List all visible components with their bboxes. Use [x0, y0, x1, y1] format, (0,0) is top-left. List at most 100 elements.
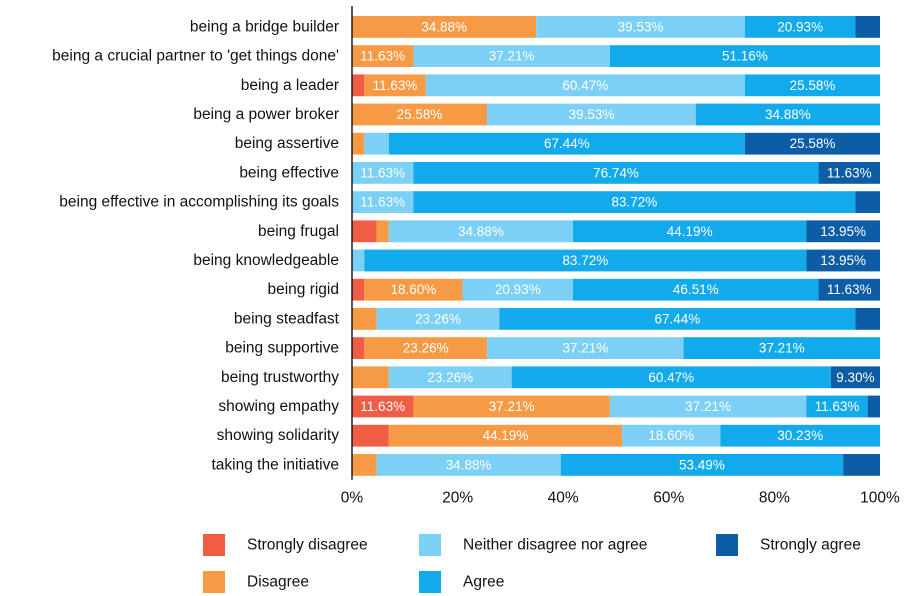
category-label: showing empathy — [218, 398, 339, 415]
category-label: being supportive — [225, 340, 339, 357]
data-label: 37.21% — [685, 399, 731, 414]
data-label: 23.26% — [403, 341, 449, 356]
legend-item: Disagree — [203, 571, 309, 593]
data-label: 37.21% — [562, 341, 608, 356]
bar-segment-strongly-agree — [855, 16, 880, 38]
bar-segment-neither-disagree-nor-agree — [622, 424, 721, 447]
legend-swatch — [419, 571, 441, 593]
category-label: being knowledgeable — [193, 252, 339, 269]
bar-segment-strongly-disagree — [352, 395, 414, 418]
data-label: 11.63% — [360, 165, 405, 180]
x-axis-ticks: 0% 20% 40% 60% 80% 100% — [341, 490, 900, 507]
data-label: 44.19% — [483, 428, 529, 443]
data-label: 11.63% — [827, 282, 872, 297]
category-label: taking the initiative — [211, 456, 339, 473]
legend-item: Neither disagree nor agree — [419, 534, 647, 556]
bar-segment-strongly-agree — [830, 366, 880, 389]
data-label: 25.58% — [790, 78, 836, 93]
bar-segment-strongly-agree — [867, 395, 880, 418]
bar-segment-disagree — [388, 424, 623, 447]
data-label: 67.44% — [655, 311, 701, 326]
legend-label: Agree — [463, 574, 504, 591]
bar-segment-agree — [744, 74, 880, 97]
data-label: 20.93% — [495, 282, 541, 297]
bar-segment-agree — [413, 191, 856, 213]
bar-segment-strongly-disagree — [352, 220, 377, 243]
x-tick-label: 0% — [341, 490, 364, 507]
bar-segment-agree — [695, 103, 880, 126]
bar-segment-agree — [720, 424, 880, 447]
bar-segment-agree — [573, 220, 807, 243]
bar-segment-agree — [413, 162, 819, 184]
data-label: 37.21% — [759, 341, 805, 356]
category-label: being effective in accomplishing its goa… — [59, 194, 339, 211]
legend-swatch — [203, 534, 225, 556]
category-label: being effective — [239, 164, 339, 181]
bar-segment-neither-disagree-nor-agree — [352, 162, 414, 184]
data-label: 13.95% — [820, 253, 866, 268]
legend-label: Disagree — [247, 574, 309, 591]
bar-segment-neither-disagree-nor-agree — [364, 132, 389, 155]
legend-label: Neither disagree nor agree — [463, 537, 647, 554]
legend-label: Strongly disagree — [247, 537, 368, 554]
bar-segment-neither-disagree-nor-agree — [388, 366, 512, 389]
x-tick-label: 100% — [860, 490, 900, 507]
category-label: being a crucial partner to 'get things d… — [52, 48, 339, 65]
x-tick-label: 20% — [442, 490, 473, 507]
data-label: 25.58% — [790, 136, 836, 151]
data-label: 11.63% — [815, 399, 860, 414]
data-label: 39.53% — [618, 19, 664, 34]
bar-segment-strongly-disagree — [352, 424, 389, 447]
bar-segment-disagree — [352, 16, 537, 38]
bar-segment-strongly-agree — [806, 249, 880, 272]
x-tick-label: 60% — [653, 490, 684, 507]
x-tick-label: 40% — [548, 490, 579, 507]
category-label: being rigid — [267, 281, 339, 298]
category-label: being a leader — [241, 77, 339, 94]
bars: 34.88% 39.53% 20.93% 11.63% 37.21% 51.16% 11.6… — [352, 16, 880, 476]
bar-segment-neither-disagree-nor-agree — [376, 454, 561, 476]
category-label: being a bridge builder — [190, 18, 339, 35]
bar-segment-agree — [364, 249, 807, 272]
bar-segment-disagree — [352, 366, 389, 389]
data-label: 60.47% — [562, 78, 608, 93]
data-label: 18.60% — [648, 428, 694, 443]
bar-segment-disagree — [352, 45, 414, 67]
data-label: 23.26% — [415, 311, 461, 326]
data-label: 11.63% — [360, 49, 405, 64]
data-label: 30.23% — [777, 428, 823, 443]
data-label: 39.53% — [569, 107, 615, 122]
bar-segment-agree — [683, 337, 880, 359]
legend-label: Strongly agree — [760, 537, 861, 554]
category-labels: being a bridge builder being a crucial pa… — [52, 18, 340, 473]
legend-swatch — [716, 534, 738, 556]
bar-segment-neither-disagree-nor-agree — [352, 249, 365, 272]
bar-segment-agree — [573, 278, 819, 301]
bar-segment-strongly-agree — [744, 132, 880, 155]
bar-segment-agree — [609, 45, 880, 67]
data-label: 11.63% — [827, 165, 872, 180]
legend-item: Agree — [419, 571, 504, 593]
bar-segment-disagree — [413, 395, 610, 418]
category-label: being a power broker — [193, 106, 339, 123]
data-label: 34.88% — [765, 107, 811, 122]
bar-segment-agree — [560, 454, 844, 476]
bar-segment-strongly-agree — [843, 454, 880, 476]
data-label: 34.88% — [421, 19, 467, 34]
bar-segment-disagree — [376, 220, 389, 243]
data-label: 37.21% — [489, 49, 535, 64]
category-label: showing solidarity — [217, 427, 340, 444]
bar-segment-disagree — [364, 278, 463, 301]
legend-swatch — [419, 534, 441, 556]
data-label: 46.51% — [673, 282, 719, 297]
category-label: being frugal — [258, 223, 339, 240]
bar-segment-disagree — [352, 132, 365, 155]
bar-segment-neither-disagree-nor-agree — [462, 278, 574, 301]
bar-segment-neither-disagree-nor-agree — [376, 308, 500, 330]
bar-segment-disagree — [364, 337, 488, 359]
bar-segment-neither-disagree-nor-agree — [487, 103, 696, 126]
x-tick-label: 80% — [759, 490, 790, 507]
data-label: 23.26% — [427, 370, 473, 385]
data-label: 34.88% — [446, 457, 492, 472]
legend-item: Strongly agree — [716, 534, 861, 556]
